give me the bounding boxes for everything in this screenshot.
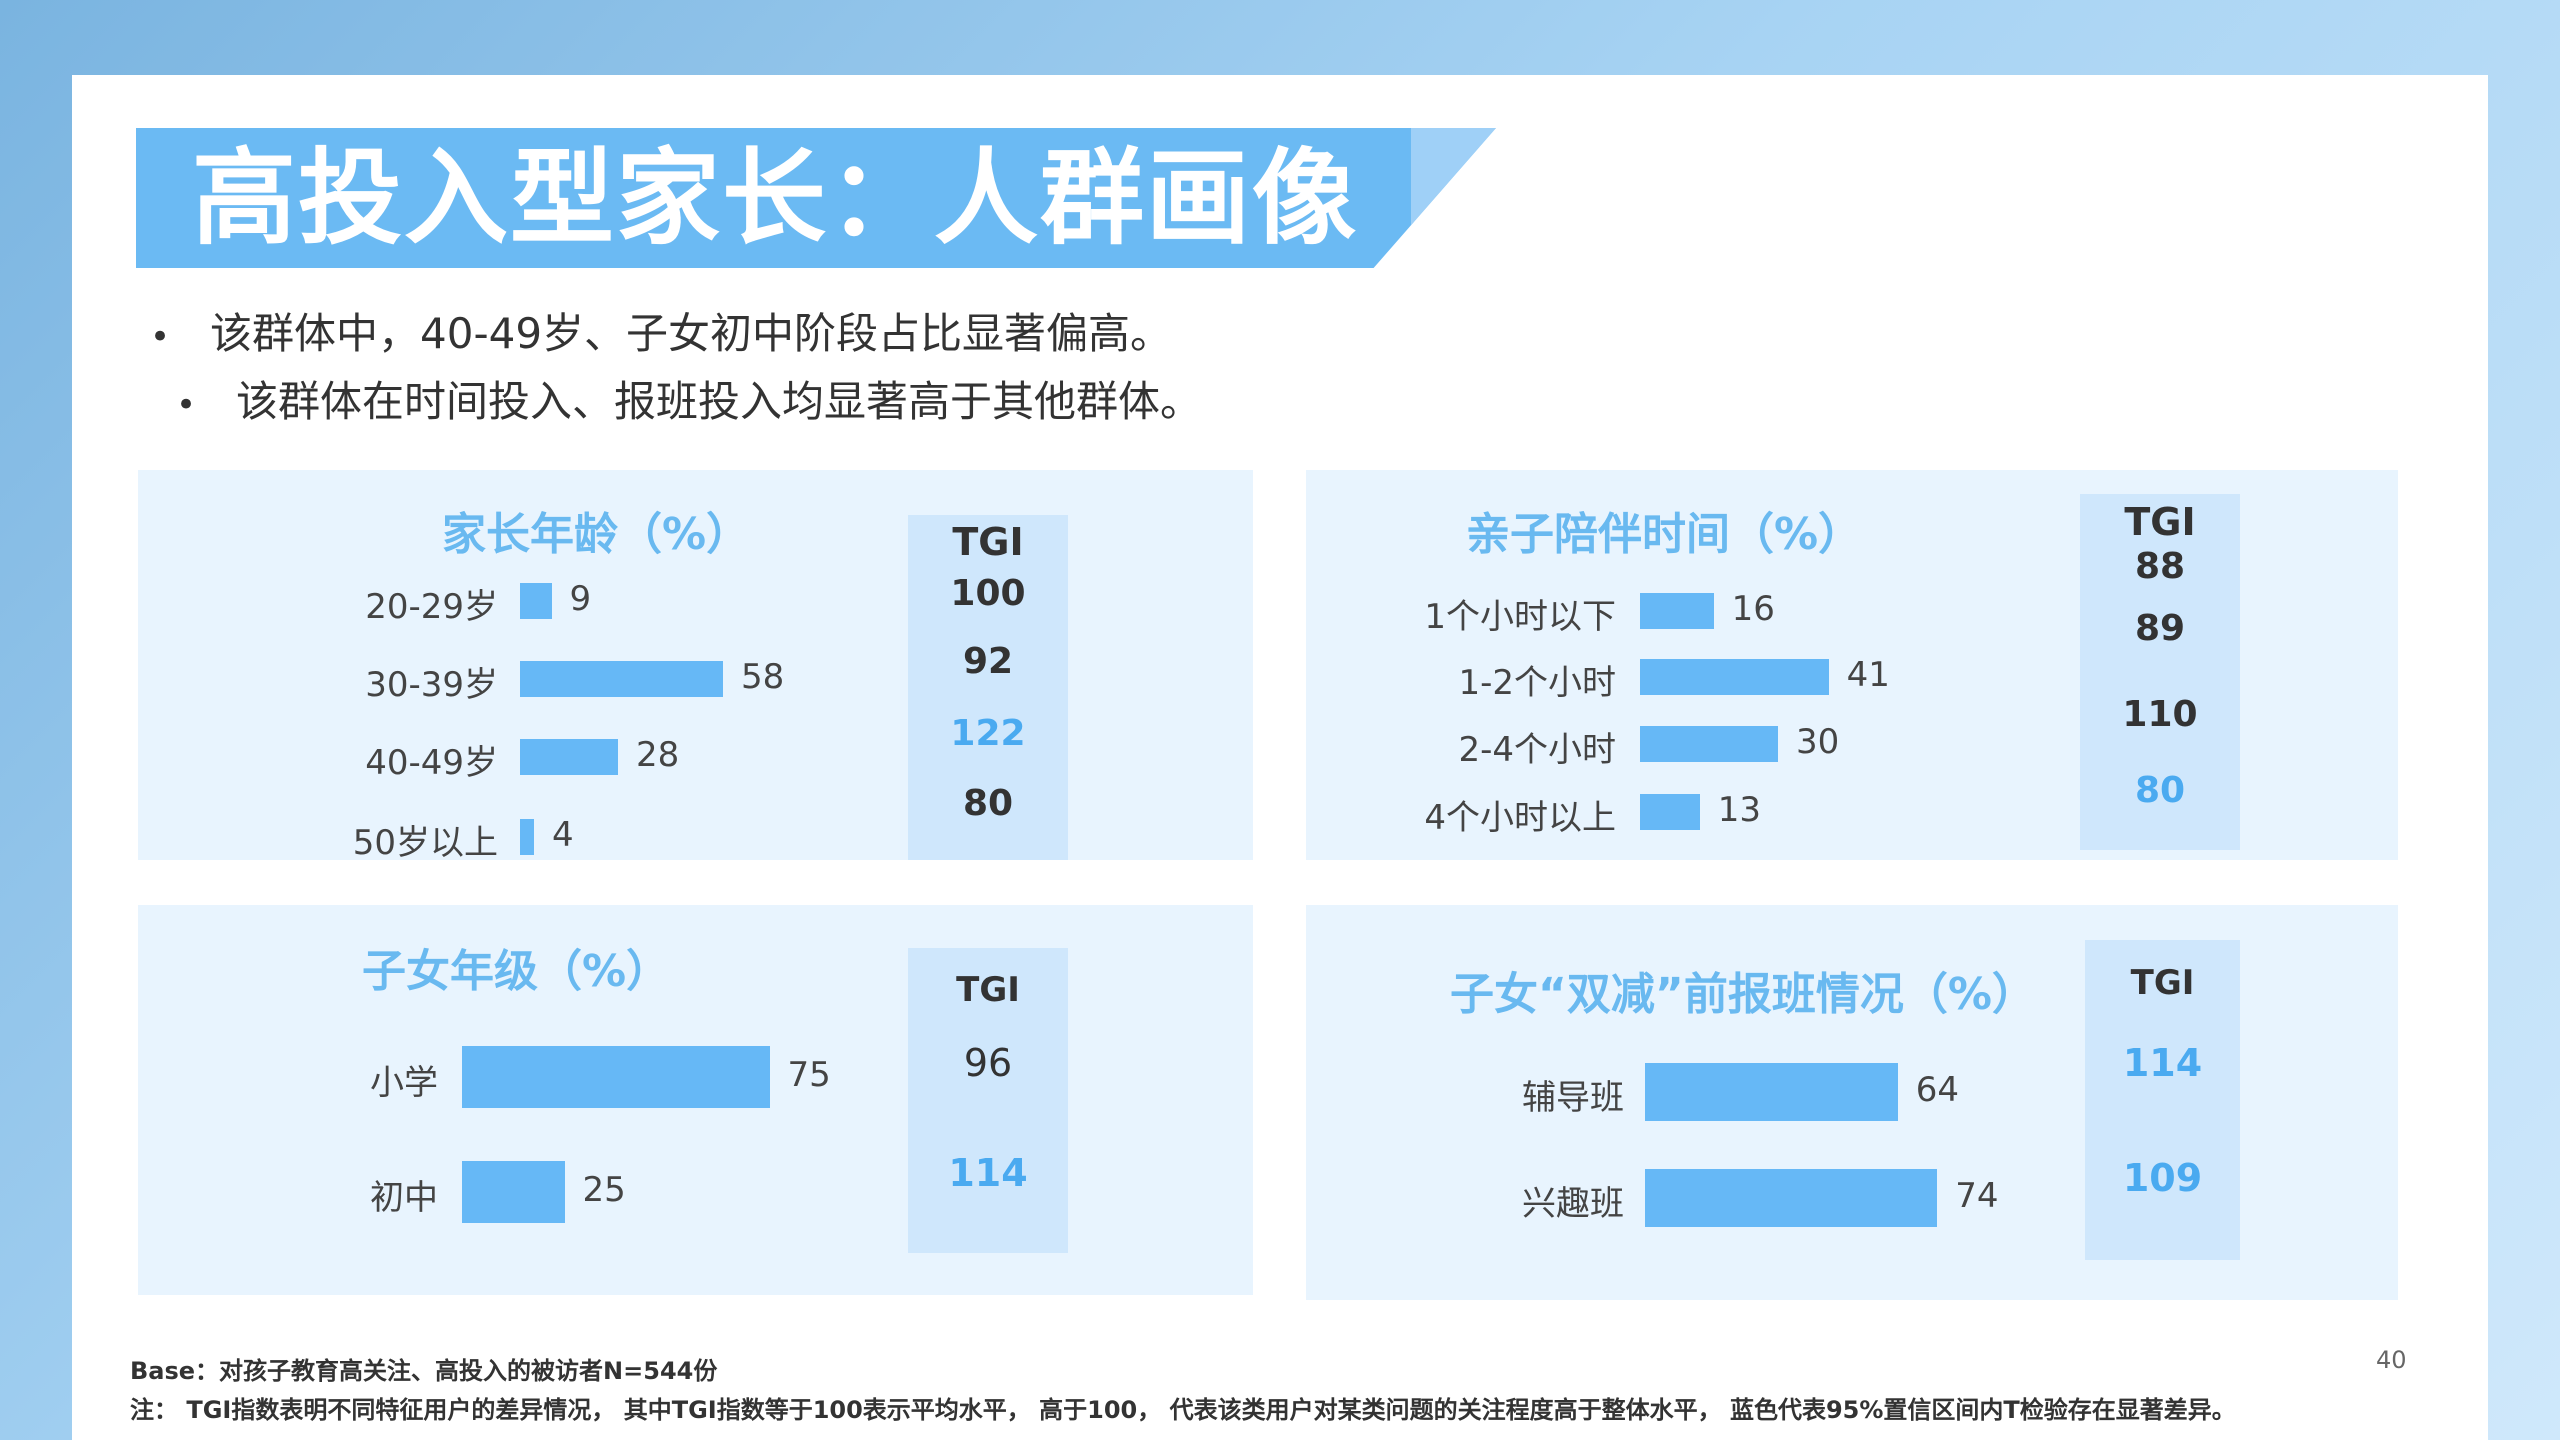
chart-title: 子女“双减”前报班情况（%） bbox=[1450, 969, 2036, 1020]
bar bbox=[1640, 726, 1778, 762]
category-label: 1-2个小时 bbox=[1458, 663, 1616, 703]
bullet-1-text: 该群体中，40-49岁、子女初中阶段占比显著偏高。 bbox=[210, 309, 1173, 358]
tgi-value: 89 bbox=[2134, 608, 2186, 649]
tgi-header: TGI bbox=[2130, 963, 2195, 1003]
category-label: 兴趣班 bbox=[1522, 1184, 1624, 1224]
bar bbox=[520, 583, 552, 619]
data-label: 25 bbox=[582, 1170, 626, 1210]
bar bbox=[520, 661, 723, 697]
category-label: 2-4个小时 bbox=[1458, 730, 1616, 770]
bar bbox=[1640, 593, 1714, 629]
bullet-2-text: 该群体在时间投入、报班投入均显著高于其他群体。 bbox=[236, 377, 1203, 426]
tgi-header: TGI bbox=[2124, 500, 2196, 544]
bullet-dot-icon: • bbox=[176, 385, 197, 425]
footer-note: 注： TGI指数表明不同特征用户的差异情况， 其中TGI指数等于100表示平均水… bbox=[130, 1396, 2236, 1424]
slide-title: 高投入型家长：人群画像 bbox=[192, 137, 1359, 259]
bullet-dot-icon: • bbox=[150, 317, 171, 357]
data-label: 13 bbox=[1717, 790, 1762, 830]
tgi-value: 80 bbox=[2134, 770, 2186, 811]
data-label: 30 bbox=[1796, 722, 1840, 762]
tgi-value: 92 bbox=[962, 641, 1014, 682]
data-label: 28 bbox=[636, 735, 680, 775]
tgi-header: TGI bbox=[956, 970, 1020, 1010]
tgi-value: 122 bbox=[950, 713, 1026, 754]
tgi-value: 96 bbox=[963, 1041, 1013, 1085]
footer-base: Base：对孩子教育高关注、高投入的被访者N=544份 bbox=[130, 1357, 718, 1385]
bar bbox=[1645, 1169, 1938, 1227]
data-label: 4 bbox=[552, 815, 574, 855]
title-banner bbox=[136, 128, 1496, 268]
bullet-1: • 该群体中，40-49岁、子女初中阶段占比显著偏高。 bbox=[150, 306, 1172, 365]
category-label: 50岁以上 bbox=[352, 823, 498, 863]
category-label: 1个小时以下 bbox=[1424, 597, 1616, 637]
tgi-value: 114 bbox=[948, 1151, 1028, 1195]
tgi-column bbox=[2085, 940, 2240, 1260]
tgi-value: 88 bbox=[2134, 546, 2186, 587]
category-label: 40-49岁 bbox=[365, 743, 498, 783]
chart-title: 亲子陪伴时间（%） bbox=[1466, 509, 1863, 560]
tgi-value: 109 bbox=[2122, 1156, 2203, 1200]
bar bbox=[1640, 659, 1829, 695]
data-label: 74 bbox=[1955, 1176, 1999, 1216]
data-label: 64 bbox=[1915, 1070, 1960, 1110]
category-label: 初中 bbox=[370, 1178, 438, 1218]
tgi-column bbox=[2080, 494, 2240, 850]
chart-title: 家长年龄（%） bbox=[442, 509, 751, 560]
bar bbox=[520, 819, 534, 855]
tgi-value: 110 bbox=[2122, 694, 2198, 735]
chart-title: 子女年级（%） bbox=[362, 946, 671, 997]
data-label: 41 bbox=[1846, 655, 1890, 695]
tgi-column bbox=[908, 515, 1068, 860]
data-label: 58 bbox=[741, 657, 785, 697]
bar bbox=[462, 1161, 565, 1223]
bullet-2: • 该群体在时间投入、报班投入均显著高于其他群体。 bbox=[176, 374, 1202, 433]
data-label: 9 bbox=[569, 579, 592, 619]
tgi-value: 80 bbox=[962, 783, 1014, 824]
page-number: 40 bbox=[2376, 1346, 2407, 1374]
bar bbox=[520, 739, 618, 775]
bar bbox=[1640, 794, 1700, 830]
data-label: 16 bbox=[1731, 589, 1775, 629]
bar bbox=[1645, 1063, 1898, 1121]
tgi-value: 100 bbox=[950, 573, 1026, 614]
category-label: 30-39岁 bbox=[365, 665, 498, 705]
category-label: 小学 bbox=[370, 1063, 438, 1103]
tgi-header: TGI bbox=[952, 520, 1024, 564]
category-label: 辅导班 bbox=[1522, 1078, 1624, 1118]
data-label: 75 bbox=[787, 1055, 831, 1095]
tgi-column bbox=[908, 948, 1068, 1253]
category-label: 4个小时以上 bbox=[1424, 798, 1616, 838]
bar bbox=[462, 1046, 770, 1108]
category-label: 20-29岁 bbox=[365, 587, 498, 627]
tgi-value: 114 bbox=[2122, 1041, 2203, 1085]
